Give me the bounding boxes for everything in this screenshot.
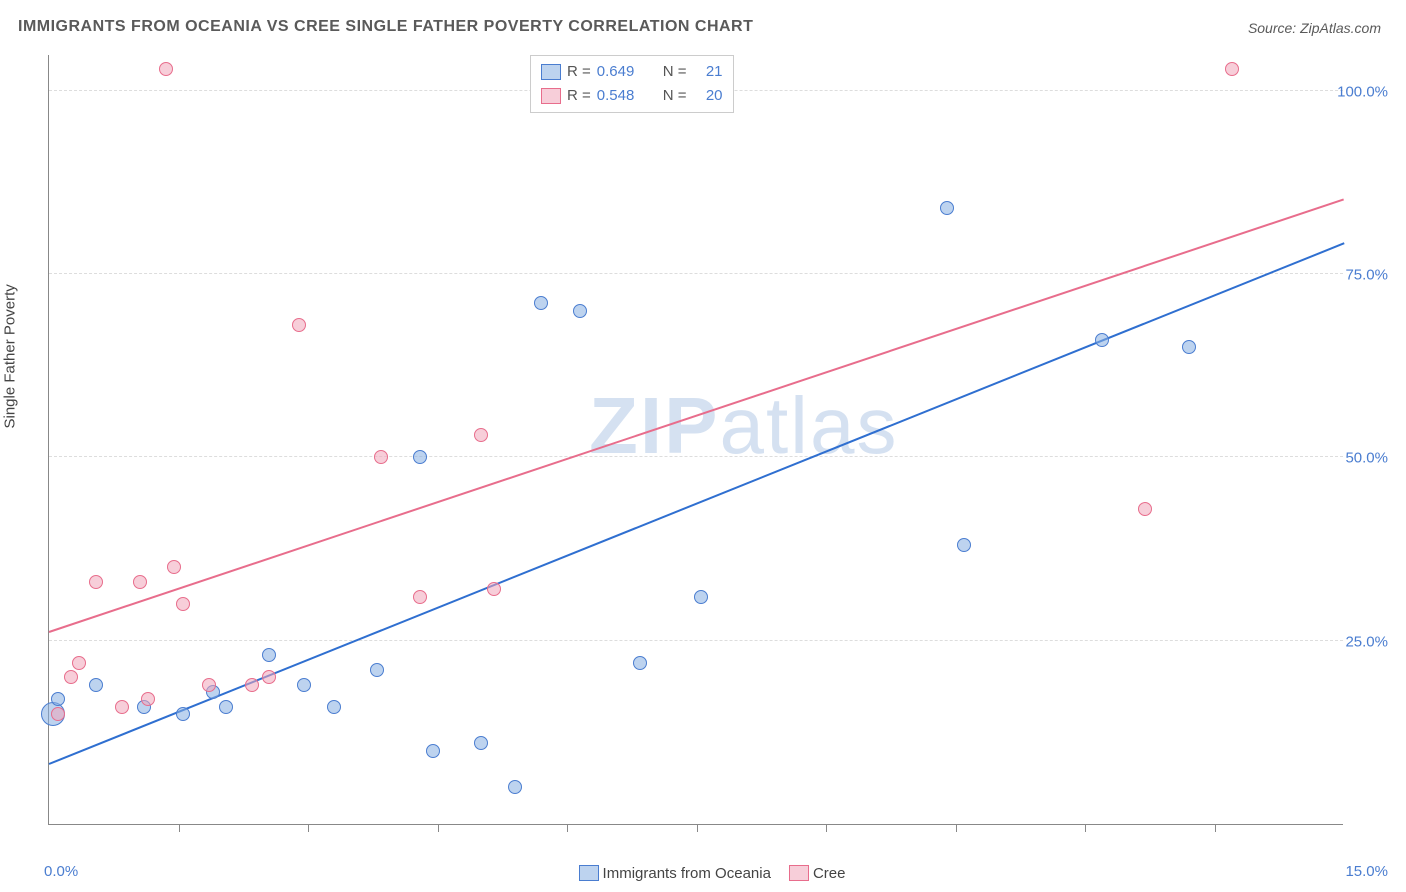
y-tick-label: 100.0%	[1337, 83, 1388, 100]
data-point	[219, 700, 233, 714]
grid-line	[49, 456, 1343, 457]
legend-n-label: N =	[663, 60, 687, 84]
y-tick-label: 25.0%	[1345, 633, 1388, 650]
data-point	[51, 707, 65, 721]
data-point	[297, 678, 311, 692]
legend-row: R =0.548 N =20	[541, 84, 723, 108]
x-min-label: 0.0%	[44, 863, 78, 880]
data-point	[957, 538, 971, 552]
data-point	[573, 304, 587, 318]
y-axis-label: Single Father Poverty	[2, 284, 19, 428]
x-max-label: 15.0%	[1345, 863, 1388, 880]
x-tick	[1085, 824, 1086, 832]
legend-series-name: Cree	[813, 865, 846, 882]
legend-swatch	[541, 88, 561, 104]
x-tick	[567, 824, 568, 832]
data-point	[940, 201, 954, 215]
data-point	[474, 736, 488, 750]
x-tick	[826, 824, 827, 832]
data-point	[474, 428, 488, 442]
data-point	[374, 450, 388, 464]
legend-swatch	[789, 865, 809, 881]
data-point	[1138, 502, 1152, 516]
data-point	[413, 450, 427, 464]
data-point	[1225, 62, 1239, 76]
legend-swatch	[579, 865, 599, 881]
series-legend: Immigrants from Oceania Cree	[0, 865, 1406, 882]
data-point	[72, 656, 86, 670]
data-point	[167, 560, 181, 574]
data-point	[89, 678, 103, 692]
data-point	[1182, 340, 1196, 354]
data-point	[370, 663, 384, 677]
correlation-legend: R =0.649 N =21 R =0.548 N =20	[530, 55, 734, 113]
data-point	[262, 648, 276, 662]
data-point	[292, 318, 306, 332]
data-point	[487, 582, 501, 596]
data-point	[176, 707, 190, 721]
data-point	[426, 744, 440, 758]
plot-area: ZIPatlas	[48, 55, 1343, 825]
legend-swatch	[541, 64, 561, 80]
x-tick	[956, 824, 957, 832]
data-point	[1095, 333, 1109, 347]
grid-line	[49, 273, 1343, 274]
legend-n-label: N =	[663, 84, 687, 108]
legend-n-value: 21	[693, 60, 723, 84]
legend-r-label: R =	[567, 60, 591, 84]
data-point	[413, 590, 427, 604]
data-point	[133, 575, 147, 589]
data-point	[202, 678, 216, 692]
data-point	[694, 590, 708, 604]
data-point	[176, 597, 190, 611]
watermark: ZIPatlas	[589, 380, 898, 472]
data-point	[89, 575, 103, 589]
y-tick-label: 75.0%	[1345, 267, 1388, 284]
y-tick-label: 50.0%	[1345, 450, 1388, 467]
data-point	[159, 62, 173, 76]
legend-series-name: Immigrants from Oceania	[603, 865, 771, 882]
legend-row: R =0.649 N =21	[541, 60, 723, 84]
legend-r-label: R =	[567, 84, 591, 108]
legend-n-value: 20	[693, 84, 723, 108]
data-point	[115, 700, 129, 714]
data-point	[262, 670, 276, 684]
data-point	[534, 296, 548, 310]
legend-r-value: 0.649	[597, 60, 649, 84]
data-point	[327, 700, 341, 714]
data-point	[633, 656, 647, 670]
data-point	[508, 780, 522, 794]
data-point	[51, 692, 65, 706]
data-point	[245, 678, 259, 692]
x-tick	[179, 824, 180, 832]
x-tick	[1215, 824, 1216, 832]
data-point	[64, 670, 78, 684]
x-tick	[308, 824, 309, 832]
legend-r-value: 0.548	[597, 84, 649, 108]
chart-source: Source: ZipAtlas.com	[1248, 20, 1381, 36]
trend-line	[49, 199, 1345, 634]
data-point	[141, 692, 155, 706]
grid-line	[49, 640, 1343, 641]
x-tick	[697, 824, 698, 832]
x-tick	[438, 824, 439, 832]
chart-title: IMMIGRANTS FROM OCEANIA VS CREE SINGLE F…	[18, 18, 753, 36]
